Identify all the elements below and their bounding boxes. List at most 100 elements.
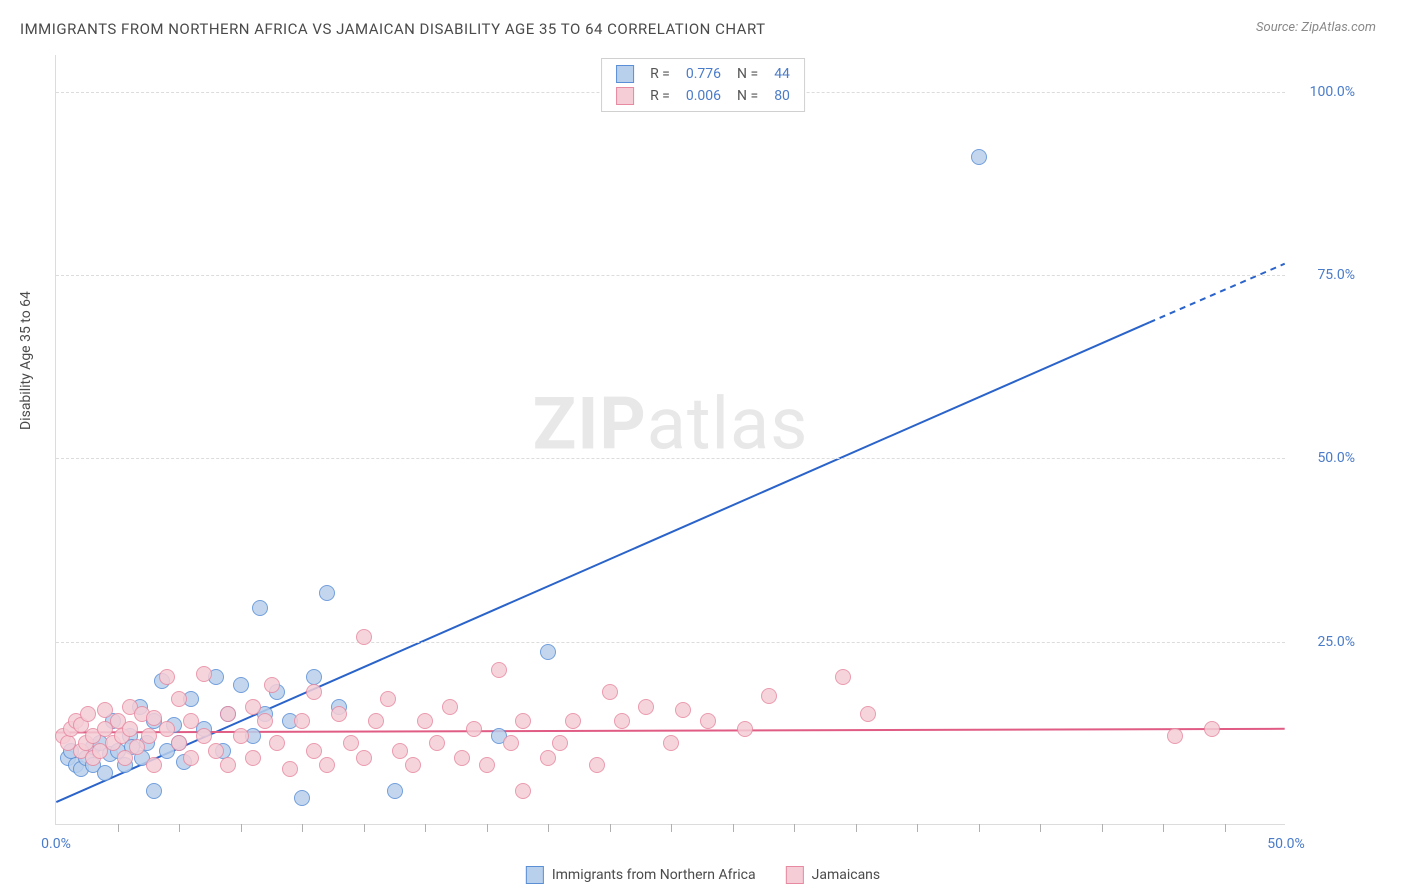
scatter-point (602, 684, 618, 700)
x-tick (794, 824, 795, 832)
x-tick-label: 0.0% (41, 836, 71, 852)
scatter-point (208, 743, 224, 759)
scatter-point (294, 713, 310, 729)
legend-r-label: R = (650, 88, 670, 104)
x-tick (610, 824, 611, 832)
plot-area: ZIPatlas 25.0%50.0%75.0%100.0%0.0%50.0% (55, 55, 1285, 825)
x-tick (1163, 824, 1164, 832)
legend-n-label: N = (737, 66, 758, 82)
x-tick (979, 824, 980, 832)
x-tick (302, 824, 303, 832)
scatter-point (1204, 721, 1220, 737)
legend-r-label: R = (650, 66, 670, 82)
x-tick (917, 824, 918, 832)
scatter-point (1167, 728, 1183, 744)
x-tick (1225, 824, 1226, 832)
scatter-point (183, 750, 199, 766)
legend-correlation-row: R =0.776N =44 (616, 63, 790, 85)
x-tick (241, 824, 242, 832)
scatter-point (245, 699, 261, 715)
x-tick (548, 824, 549, 832)
trend-lines-svg (56, 55, 1285, 824)
scatter-point (196, 666, 212, 682)
x-tick (179, 824, 180, 832)
scatter-point (80, 706, 96, 722)
scatter-point (343, 735, 359, 751)
scatter-point (233, 728, 249, 744)
scatter-point (257, 713, 273, 729)
scatter-point (233, 677, 249, 693)
scatter-point (675, 702, 691, 718)
scatter-point (220, 706, 236, 722)
trend-line (56, 322, 1149, 802)
scatter-point (220, 757, 236, 773)
scatter-point (971, 149, 987, 165)
legend-swatch (526, 866, 544, 884)
scatter-point (356, 629, 372, 645)
x-tick (733, 824, 734, 832)
scatter-point (319, 585, 335, 601)
scatter-point (491, 662, 507, 678)
scatter-point (269, 735, 285, 751)
scatter-point (442, 699, 458, 715)
y-tick-label: 50.0% (1317, 450, 1355, 466)
watermark-light: atlas (647, 382, 809, 467)
scatter-point (306, 743, 322, 759)
scatter-point (429, 735, 445, 751)
scatter-point (663, 735, 679, 751)
legend-swatch (616, 87, 634, 105)
scatter-point (860, 706, 876, 722)
scatter-point (540, 644, 556, 660)
scatter-point (700, 713, 716, 729)
legend-series-item: Immigrants from Northern Africa (526, 866, 756, 884)
scatter-point (380, 691, 396, 707)
scatter-point (368, 713, 384, 729)
scatter-point (171, 735, 187, 751)
scatter-point (614, 713, 630, 729)
scatter-point (294, 790, 310, 806)
x-tick (1102, 824, 1103, 832)
scatter-point (387, 783, 403, 799)
legend-swatch (616, 65, 634, 83)
legend-series-label: Jamaicans (812, 867, 881, 883)
legend-r-value: 0.776 (686, 66, 721, 82)
source-attribution: Source: ZipAtlas.com (1256, 20, 1376, 35)
x-tick (118, 824, 119, 832)
scatter-point (589, 757, 605, 773)
scatter-point (638, 699, 654, 715)
scatter-point (146, 757, 162, 773)
legend-r-value: 0.006 (686, 88, 721, 104)
x-tick (1040, 824, 1041, 832)
legend-n-value: 80 (774, 88, 790, 104)
scatter-point (761, 688, 777, 704)
scatter-point (552, 735, 568, 751)
scatter-point (835, 669, 851, 685)
scatter-point (252, 600, 268, 616)
legend-series-item: Jamaicans (786, 866, 881, 884)
scatter-point (466, 721, 482, 737)
x-tick (671, 824, 672, 832)
legend-series-label: Immigrants from Northern Africa (552, 867, 756, 883)
gridline (56, 458, 1285, 459)
x-tick (487, 824, 488, 832)
trend-line-dashed (1150, 264, 1285, 323)
scatter-point (306, 669, 322, 685)
scatter-point (319, 757, 335, 773)
scatter-point (331, 706, 347, 722)
scatter-point (97, 765, 113, 781)
x-tick (425, 824, 426, 832)
scatter-point (356, 750, 372, 766)
legend-series: Immigrants from Northern Africa Jamaicans (526, 866, 880, 884)
y-tick-label: 75.0% (1317, 267, 1355, 283)
scatter-point (264, 677, 280, 693)
legend-correlation-row: R =0.006N =80 (616, 85, 790, 107)
x-tick (364, 824, 365, 832)
scatter-point (159, 669, 175, 685)
scatter-point (454, 750, 470, 766)
scatter-point (141, 728, 157, 744)
scatter-point (479, 757, 495, 773)
legend-swatch (786, 866, 804, 884)
y-axis-label: Disability Age 35 to 64 (18, 291, 34, 430)
scatter-point (417, 713, 433, 729)
scatter-point (737, 721, 753, 737)
